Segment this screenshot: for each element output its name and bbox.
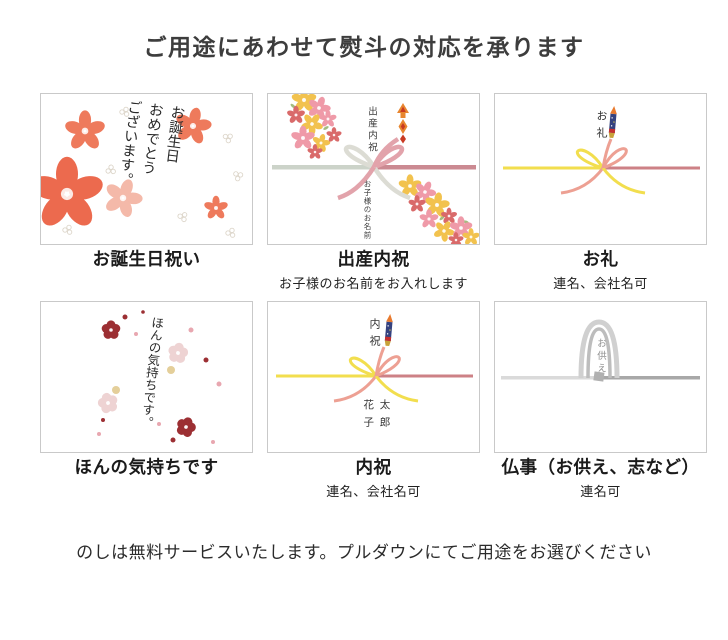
caption-uchiiwai: 内祝 連名、会社名可 bbox=[267, 453, 480, 509]
noshi-cell-birthday: お誕生日 おめでとう ございます。 お誕生日祝い bbox=[40, 92, 253, 301]
card-label: 出産内祝 bbox=[337, 249, 410, 270]
shussan-noshi-art bbox=[272, 93, 479, 244]
caption-shussan-uchiiwai: 出産内祝 お子様のお名前をお入れします bbox=[267, 245, 480, 301]
noshi-card-honno-kimochi: ほんの気持ちです。 bbox=[40, 300, 253, 453]
caption-birthday: お誕生日祝い bbox=[40, 245, 253, 301]
noshi-card-uchiiwai: 内祝 太郎 花子 bbox=[267, 300, 480, 453]
noshi-cell-butsuji: お供え 仏事（お供え、志など） 連名可 bbox=[494, 300, 707, 509]
card-label: お誕生日祝い bbox=[92, 249, 201, 270]
noshi-card-butsuji: お供え bbox=[494, 300, 707, 453]
uchiiwai-noshi-art bbox=[276, 313, 473, 403]
birthday-message-text: お誕生日 おめでとう ございます。 bbox=[115, 98, 186, 187]
noshi-ornament-icon bbox=[608, 105, 617, 138]
noshi-ornament-icon bbox=[397, 102, 409, 144]
noshi-cell-shussan-uchiiwai: 出産内祝 お子様のお名前 出産内祝 お子様のお名前をお入れします bbox=[267, 92, 480, 301]
noshi-card-shussan-uchiiwai: 出産内祝 お子様のお名前 bbox=[267, 92, 480, 245]
noshi-card-grid: お誕生日 おめでとう ございます。 お誕生日祝い bbox=[40, 92, 728, 509]
name-area-text: お子様のお名前 bbox=[363, 179, 372, 240]
noshi-cell-uchiiwai: 内祝 太郎 花子 内祝 連名、会社名可 bbox=[267, 300, 480, 509]
caption-butsuji: 仏事（お供え、志など） 連名可 bbox=[494, 453, 707, 509]
card-label: ほんの気持ちです bbox=[74, 457, 219, 478]
card-label: 仏事（お供え、志など） bbox=[501, 457, 700, 478]
caption-honno-kimochi: ほんの気持ちです bbox=[40, 453, 253, 509]
card-label: お礼 bbox=[582, 249, 619, 270]
page-title: ご用途にあわせて熨斗の対応を承ります bbox=[143, 34, 585, 61]
sample-names-text: 太郎 花子 bbox=[362, 398, 391, 434]
caption-orei: お礼 連名、会社名可 bbox=[494, 245, 707, 301]
noshi-card-birthday: お誕生日 おめでとう ございます。 bbox=[40, 92, 253, 245]
noshi-title-text: 出産内祝 bbox=[366, 105, 377, 154]
card-sublabel: お子様のお名前をお入れします bbox=[278, 276, 468, 292]
noshi-card-orei: お礼 bbox=[494, 92, 707, 245]
orei-noshi-art bbox=[503, 105, 700, 195]
card-sublabel: 連名、会社名可 bbox=[326, 484, 421, 500]
footer-note: のしは無料サービスいたします。プルダウンにてご用途をお選びください bbox=[76, 542, 652, 563]
noshi-title-text: お供え bbox=[595, 337, 606, 376]
honno-kimochi-art bbox=[95, 310, 222, 444]
butsuji-noshi-art bbox=[501, 319, 700, 382]
card-sublabel: 連名可 bbox=[580, 484, 621, 500]
noshi-title-text: 内祝 bbox=[368, 317, 381, 352]
noshi-title-text: お礼 bbox=[595, 109, 608, 144]
noshi-cell-orei: お礼 お礼 連名、会社名可 bbox=[494, 92, 707, 301]
noshi-ornament-icon bbox=[384, 313, 393, 346]
noshi-cell-honno-kimochi: ほんの気持ちです。 ほんの気持ちです bbox=[40, 300, 253, 509]
card-sublabel: 連名、会社名可 bbox=[553, 276, 648, 292]
card-label: 内祝 bbox=[355, 457, 392, 478]
